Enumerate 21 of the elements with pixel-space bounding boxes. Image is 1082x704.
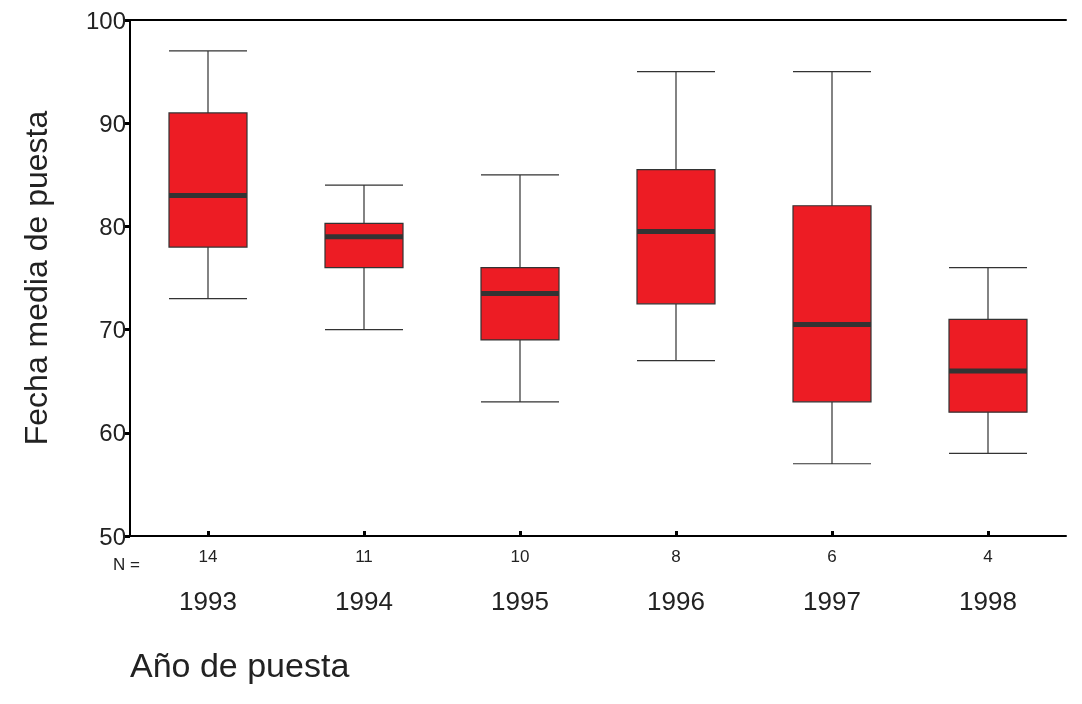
y-tick-label: 100 (85, 6, 126, 34)
text: 11 (355, 547, 373, 566)
x-tick-label: 1995 (491, 586, 549, 616)
x-tick-label: 1998 (959, 586, 1017, 616)
text: 10 (510, 547, 530, 566)
x-tick-label: 1994 (335, 586, 393, 616)
text: 6 (827, 547, 837, 566)
text: 4 (983, 547, 993, 566)
x-tick-label: 1996 (647, 586, 705, 616)
text: 8 (671, 547, 681, 566)
text: 14 (198, 547, 218, 566)
x-tick-label: 1993 (179, 586, 237, 616)
x-tick-label: 1997 (803, 586, 861, 616)
y-tick-label: 50 (99, 522, 126, 550)
y-tick-label: 60 (99, 419, 126, 447)
x-axis-title: Año de puesta (130, 646, 350, 684)
y-tick-label: 70 (99, 316, 126, 344)
y-tick-label: 80 (99, 212, 126, 240)
text: N = (113, 555, 140, 574)
y-axis-title: Fecha media de puesta (18, 110, 54, 446)
y-tick-label: 90 (99, 109, 126, 137)
